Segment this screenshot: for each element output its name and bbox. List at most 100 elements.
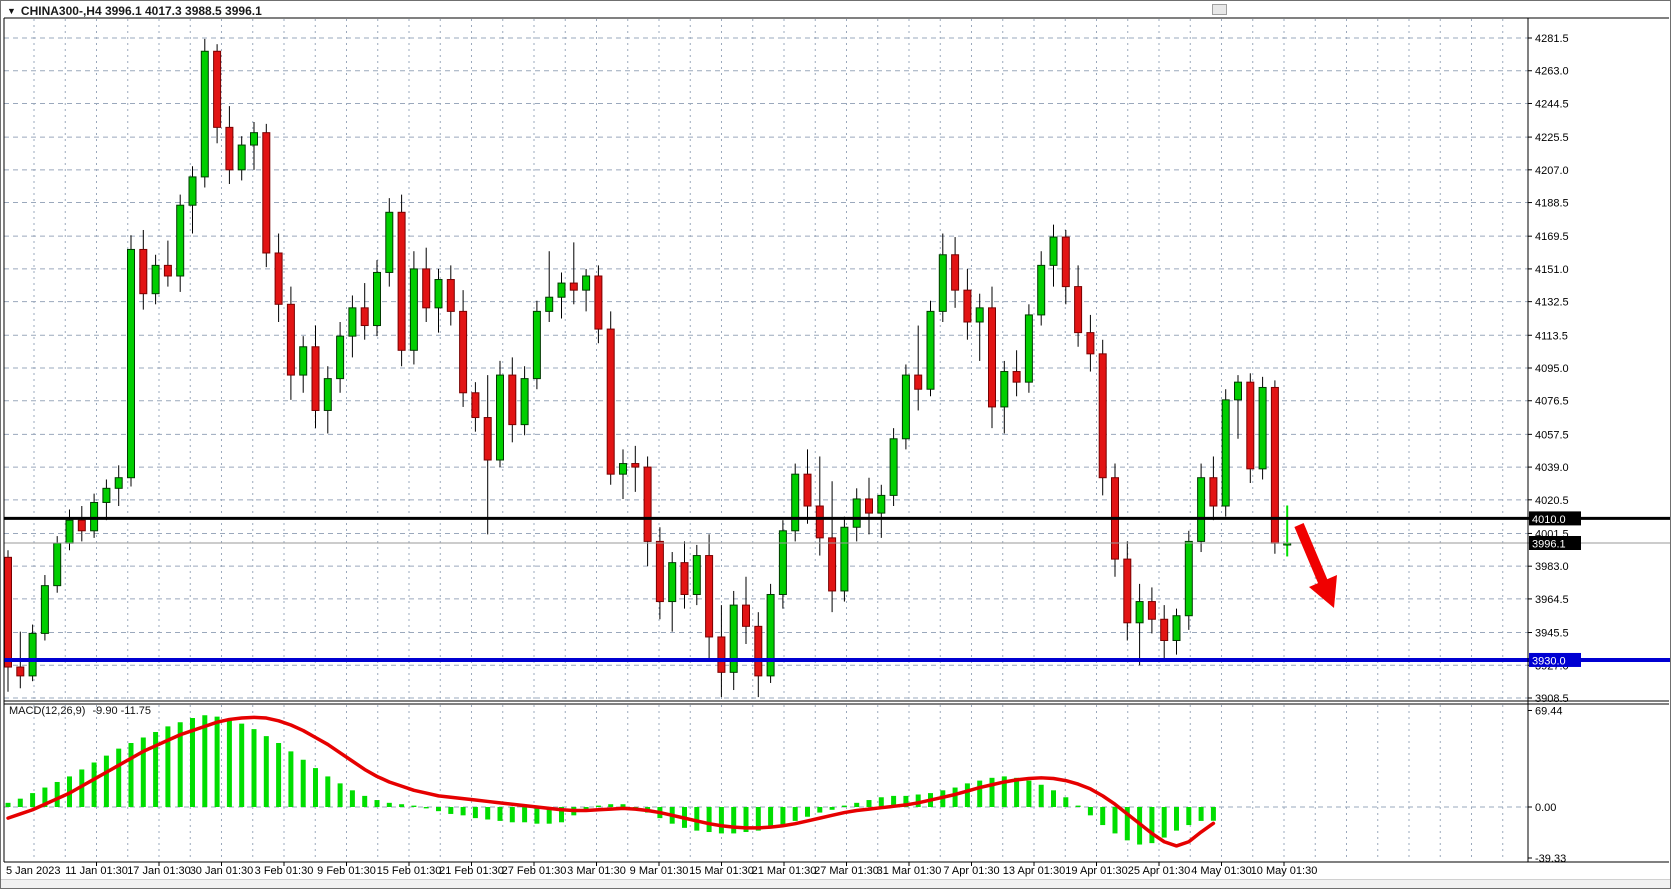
candle-body <box>299 346 308 376</box>
candle-body <box>16 666 25 677</box>
candle-body <box>262 132 271 254</box>
candle-body <box>852 498 861 528</box>
candle-body <box>127 248 135 479</box>
candle-body <box>1172 615 1181 641</box>
candle-body <box>446 279 455 312</box>
candle-body <box>520 378 529 426</box>
candle-body <box>397 211 406 351</box>
chart-frame <box>3 17 1669 866</box>
candle-body <box>40 585 49 634</box>
candle-body <box>545 296 554 312</box>
candle-body <box>926 310 935 390</box>
candle-body <box>176 204 185 277</box>
macd-pane <box>5 715 1216 848</box>
time-tick-label: 21 Mar 01:30 <box>752 865 817 877</box>
price-tick-label: 4281.5 <box>1535 33 1569 45</box>
time-tick-label: 9 Mar 01:30 <box>630 865 689 877</box>
candle-body <box>963 289 972 323</box>
candle-body <box>1086 332 1095 355</box>
candle-body <box>496 374 504 461</box>
candle-body <box>655 540 664 603</box>
price-label-box <box>1529 652 1581 667</box>
time-tick-label: 15 Mar 01:30 <box>689 865 754 877</box>
candle-body <box>889 438 898 496</box>
price-tick-label: 4039.0 <box>1535 462 1569 474</box>
candle-body <box>1123 558 1132 624</box>
candle-body <box>114 477 123 489</box>
candle-body <box>1037 264 1046 316</box>
price-tick-label: 3945.5 <box>1535 628 1569 640</box>
candle-body <box>619 463 627 475</box>
macd-tick-label: 69.44 <box>1535 705 1563 717</box>
candle-body <box>705 555 714 638</box>
candle-body <box>1234 381 1242 401</box>
candle-body <box>274 252 283 305</box>
candle-body <box>754 625 763 677</box>
price-label-box-text: 3996.1 <box>1532 538 1566 550</box>
candle-body <box>237 144 246 171</box>
time-tick-label: 27 Feb 01:30 <box>502 865 567 877</box>
time-tick-label: 5 Jan 2023 <box>6 865 60 877</box>
candle-body <box>225 126 234 171</box>
price-tick-label: 4132.5 <box>1535 297 1569 309</box>
symbol-dropdown-icon[interactable]: ▼ <box>7 6 16 16</box>
candle-body <box>988 307 996 408</box>
price-tick-label: 4020.5 <box>1535 495 1569 507</box>
candle-body <box>643 466 652 542</box>
candle-body <box>631 463 640 468</box>
candle-body <box>778 530 787 595</box>
candle-body <box>348 307 357 337</box>
candle-body <box>1135 601 1144 624</box>
candle-body <box>139 248 148 295</box>
candle-body <box>1147 601 1156 620</box>
time-tick-label: 10 May 01:30 <box>1251 865 1318 877</box>
macd-values: -9.90 -11.75 <box>92 705 151 717</box>
candle-body <box>1184 540 1193 617</box>
price-pane-candles <box>4 38 1292 698</box>
candle-body <box>717 636 726 673</box>
candle-body <box>692 555 701 595</box>
candle-body <box>1221 399 1230 507</box>
candle-body <box>877 494 886 514</box>
candle-body <box>1246 381 1255 470</box>
candle-body <box>1098 353 1107 479</box>
candle-body <box>1160 618 1169 641</box>
window-restore-icon[interactable] <box>1212 4 1227 15</box>
candle-body <box>938 254 947 312</box>
price-tick-label: 4057.5 <box>1535 429 1569 441</box>
candle-body <box>200 50 209 178</box>
candle-body <box>102 487 111 503</box>
bottom-scroll-strip[interactable] <box>1 879 1670 888</box>
price-tick-label: 4244.5 <box>1535 98 1569 110</box>
price-label-box <box>1529 535 1581 550</box>
horizontal-level-lines <box>4 516 1670 662</box>
candle-body <box>1012 371 1021 383</box>
candle-body <box>1024 314 1033 383</box>
time-tick-label: 3 Feb 01:30 <box>255 865 314 877</box>
price-label-box-text: 4010.0 <box>1532 514 1566 526</box>
price-tick-label: 4263.0 <box>1535 66 1569 78</box>
time-tick-label: 9 Feb 01:30 <box>317 865 376 877</box>
trend-arrow-annotation <box>1294 523 1337 608</box>
candle-body <box>582 275 591 291</box>
candle-body <box>668 562 677 603</box>
candle-body <box>385 211 394 273</box>
macd-tick-label: 0.00 <box>1535 802 1556 814</box>
candle-body <box>434 279 443 309</box>
axes-labels: 4281.5 4263.0 4244.5 4225.5 4207.0 4188.5 4169… <box>6 33 1581 877</box>
candle-body <box>90 501 99 532</box>
price-label-box-text: 3930.0 <box>1532 655 1566 667</box>
candle-body <box>213 50 222 128</box>
time-tick-label: 4 May 01:30 <box>1191 865 1252 877</box>
arrow-shaft <box>1294 523 1328 584</box>
candle-body <box>569 282 578 291</box>
price-tick-label: 3908.5 <box>1535 693 1569 705</box>
price-label-box <box>1529 511 1581 526</box>
candle-body <box>1209 477 1218 507</box>
arrow-head <box>1309 575 1337 608</box>
candle-body <box>729 604 738 673</box>
price-tick-label: 4225.5 <box>1535 132 1569 144</box>
candle-body <box>594 275 603 330</box>
candle-body <box>28 632 37 677</box>
candle-body <box>865 498 873 514</box>
